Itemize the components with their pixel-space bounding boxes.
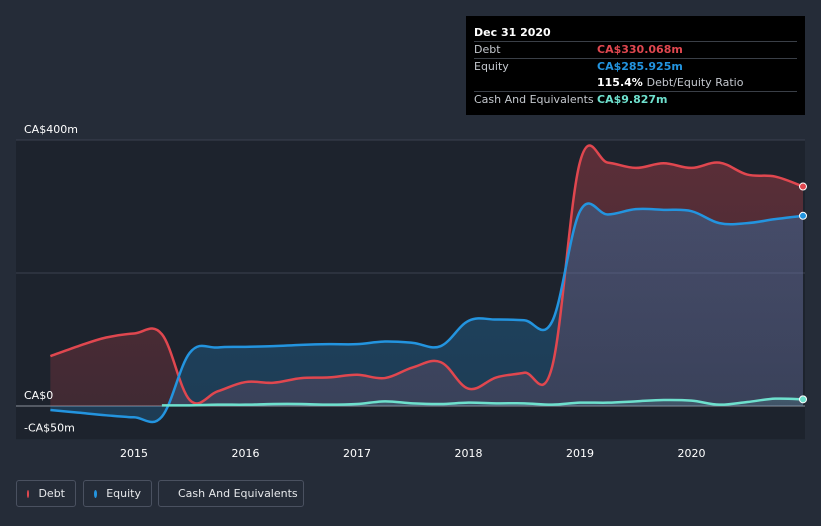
x-tick-label-2016: 2016: [232, 447, 260, 460]
legend-equity-marker: [94, 489, 98, 498]
legend-cash-label: Cash And Equivalents: [178, 487, 298, 500]
legend-cash[interactable]: Cash And Equivalents: [158, 480, 304, 507]
x-tick-label-2018: 2018: [455, 447, 483, 460]
equity-area: [50, 203, 803, 423]
x-tick-label-2020: 2020: [678, 447, 706, 460]
tooltip: Dec 31 2020 Debt CA$330.068m Equity CA$2…: [466, 16, 805, 115]
legend-equity[interactable]: Equity: [83, 480, 152, 507]
tooltip-equity-value: CA$285.925m: [597, 60, 683, 73]
tooltip-date: Dec 31 2020: [474, 26, 551, 39]
legend-equity-label: Equity: [106, 487, 141, 500]
debt-end-marker: [799, 182, 807, 191]
tooltip-equity-label: Equity: [474, 60, 509, 73]
equity-line: [50, 202, 804, 424]
legend-debt[interactable]: Debt: [16, 480, 76, 507]
equity-end-marker: [799, 211, 807, 220]
tooltip-debt-label: Debt: [474, 43, 501, 56]
cash-area: [161, 398, 803, 406]
tooltip-ratio: 115.4% Debt/Equity Ratio: [597, 75, 743, 91]
tooltip-ratio-label: Debt/Equity Ratio: [646, 76, 744, 89]
legend-debt-label: Debt: [38, 487, 65, 500]
cash-line: [161, 397, 804, 407]
x-tick-label-2017: 2017: [343, 447, 371, 460]
x-tick-label-2019: 2019: [566, 447, 594, 460]
x-tick-label-2015: 2015: [120, 447, 148, 460]
y-tick-label-minus-50: -CA$50m: [24, 421, 75, 434]
cash-end-marker: [799, 395, 807, 404]
tooltip-ratio-value: 115.4%: [597, 76, 643, 89]
tooltip-cash-label: Cash And Equivalents: [474, 93, 594, 106]
tooltip-cash-value: CA$9.827m: [597, 93, 668, 106]
y-tick-label-400: CA$400m: [24, 123, 78, 136]
debt-line: [49, 144, 804, 405]
legend-debt-marker: [27, 489, 30, 498]
tooltip-debt-value: CA$330.068m: [597, 43, 683, 56]
y-tick-label-0: CA$0: [24, 389, 53, 402]
